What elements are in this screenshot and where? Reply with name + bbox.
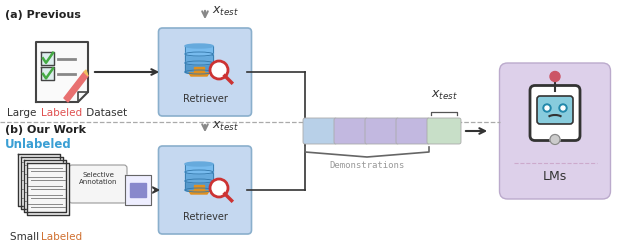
Text: (a) Previous: (a) Previous (5, 10, 81, 20)
Circle shape (545, 106, 549, 110)
FancyBboxPatch shape (334, 118, 368, 144)
Text: Dataset: Dataset (83, 108, 127, 118)
Circle shape (561, 106, 565, 110)
Ellipse shape (185, 61, 213, 65)
Text: $x_{test}$: $x_{test}$ (212, 120, 239, 133)
FancyBboxPatch shape (530, 86, 580, 140)
Circle shape (559, 104, 567, 112)
Polygon shape (194, 67, 204, 73)
Polygon shape (185, 164, 213, 172)
Polygon shape (18, 154, 60, 206)
Ellipse shape (185, 188, 213, 192)
Text: Labeled: Labeled (41, 108, 82, 118)
FancyBboxPatch shape (500, 63, 610, 199)
FancyBboxPatch shape (365, 118, 399, 144)
Polygon shape (194, 185, 204, 191)
Circle shape (210, 179, 228, 197)
FancyBboxPatch shape (396, 118, 430, 144)
Polygon shape (41, 52, 54, 65)
Text: (b) Our Work: (b) Our Work (5, 125, 86, 135)
Polygon shape (185, 182, 213, 190)
FancyBboxPatch shape (158, 28, 252, 116)
FancyBboxPatch shape (158, 146, 252, 234)
Ellipse shape (185, 179, 213, 183)
Text: Small: Small (10, 232, 43, 242)
Text: LMs: LMs (543, 170, 567, 184)
Polygon shape (185, 64, 213, 72)
FancyBboxPatch shape (568, 103, 580, 123)
Polygon shape (41, 67, 54, 80)
Polygon shape (36, 42, 88, 102)
FancyBboxPatch shape (530, 103, 542, 123)
Polygon shape (189, 191, 209, 194)
Polygon shape (24, 160, 66, 212)
Polygon shape (64, 72, 88, 102)
Ellipse shape (185, 70, 213, 74)
FancyBboxPatch shape (303, 118, 337, 144)
Text: $x_{test}$: $x_{test}$ (212, 5, 239, 18)
Polygon shape (185, 55, 213, 63)
Polygon shape (189, 73, 209, 76)
Polygon shape (185, 46, 213, 54)
Polygon shape (185, 173, 213, 181)
FancyBboxPatch shape (69, 165, 127, 203)
Polygon shape (21, 157, 63, 209)
Polygon shape (125, 175, 151, 205)
Circle shape (550, 135, 560, 144)
Ellipse shape (185, 170, 213, 174)
Polygon shape (130, 183, 146, 197)
Polygon shape (27, 163, 69, 215)
Ellipse shape (185, 162, 213, 166)
Ellipse shape (185, 44, 213, 48)
Ellipse shape (185, 52, 213, 56)
Text: $x_{test}$: $x_{test}$ (431, 89, 458, 102)
Text: Demonstrations: Demonstrations (329, 161, 404, 170)
FancyBboxPatch shape (537, 96, 573, 124)
FancyBboxPatch shape (427, 118, 461, 144)
Circle shape (550, 72, 560, 81)
Circle shape (210, 61, 228, 79)
Text: Unlabeled: Unlabeled (5, 138, 72, 151)
Text: Large: Large (7, 108, 39, 118)
Text: Labeled: Labeled (41, 232, 82, 242)
Text: Retriever: Retriever (183, 94, 227, 104)
Polygon shape (84, 70, 88, 76)
Text: Retriever: Retriever (183, 212, 227, 222)
Text: Selective
Annotation: Selective Annotation (79, 172, 117, 185)
Circle shape (543, 104, 551, 112)
